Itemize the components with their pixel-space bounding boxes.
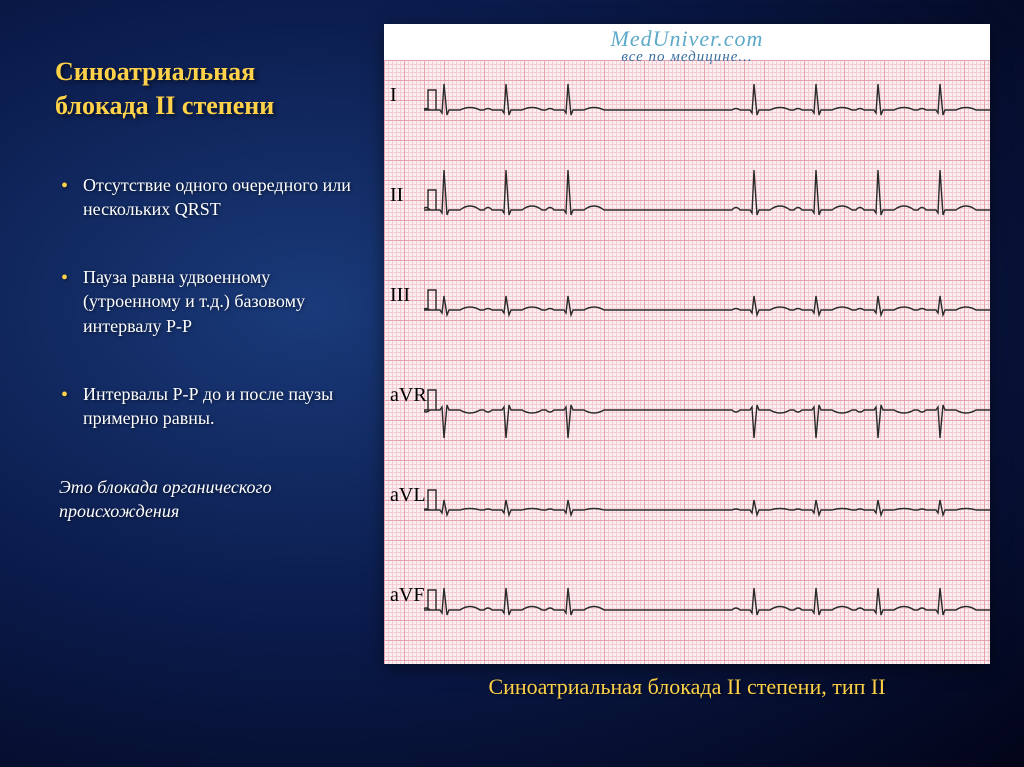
figure-caption: Синоатриальная блокада II степени, тип I…	[384, 674, 990, 700]
ecg-lead-aVL: aVL	[384, 460, 990, 560]
bullet-item: Пауза равна удвоенному (утроенному и т.д…	[55, 265, 360, 338]
lead-label: III	[390, 284, 410, 307]
lead-label: aVR	[390, 384, 427, 407]
ecg-lead-III: III	[384, 260, 990, 360]
slide: Синоатриальная блокада II степени Отсутс…	[0, 0, 1024, 767]
ecg-trace	[424, 560, 990, 660]
lead-label: aVL	[390, 484, 426, 507]
ecg-trace	[424, 260, 990, 360]
title-line-2: блокада II степени	[55, 91, 274, 120]
ecg-lead-I: I	[384, 60, 990, 160]
ecg-trace	[424, 360, 990, 460]
italic-note: Это блокада органического происхождения	[55, 475, 360, 524]
slide-title: Синоатриальная блокада II степени	[55, 55, 360, 123]
lead-label: II	[390, 184, 403, 207]
ecg-lead-aVF: aVF	[384, 560, 990, 660]
bullet-list: Отсутствие одного очередного или несколь…	[55, 173, 360, 431]
lead-label: I	[390, 84, 397, 107]
ecg-trace	[424, 160, 990, 260]
ecg-lead-aVR: aVR	[384, 360, 990, 460]
bullet-item: Отсутствие одного очередного или несколь…	[55, 173, 360, 222]
ecg-trace	[424, 460, 990, 560]
lead-label: aVF	[390, 584, 424, 607]
title-line-1: Синоатриальная	[55, 57, 255, 86]
text-panel: Синоатриальная блокада II степени Отсутс…	[0, 0, 380, 767]
ecg-image: MedUniver.com все по медицине... IIIIIIa…	[384, 24, 990, 664]
watermark-main: MedUniver.com	[611, 26, 764, 51]
ecg-grid: IIIIIIaVRaVLaVF	[384, 60, 990, 664]
bullet-item: Интервалы Р-Р до и после паузы примерно …	[55, 382, 360, 431]
figure-panel: MedUniver.com все по медицине... IIIIIIa…	[380, 0, 1024, 767]
ecg-lead-II: II	[384, 160, 990, 260]
ecg-trace	[424, 60, 990, 160]
